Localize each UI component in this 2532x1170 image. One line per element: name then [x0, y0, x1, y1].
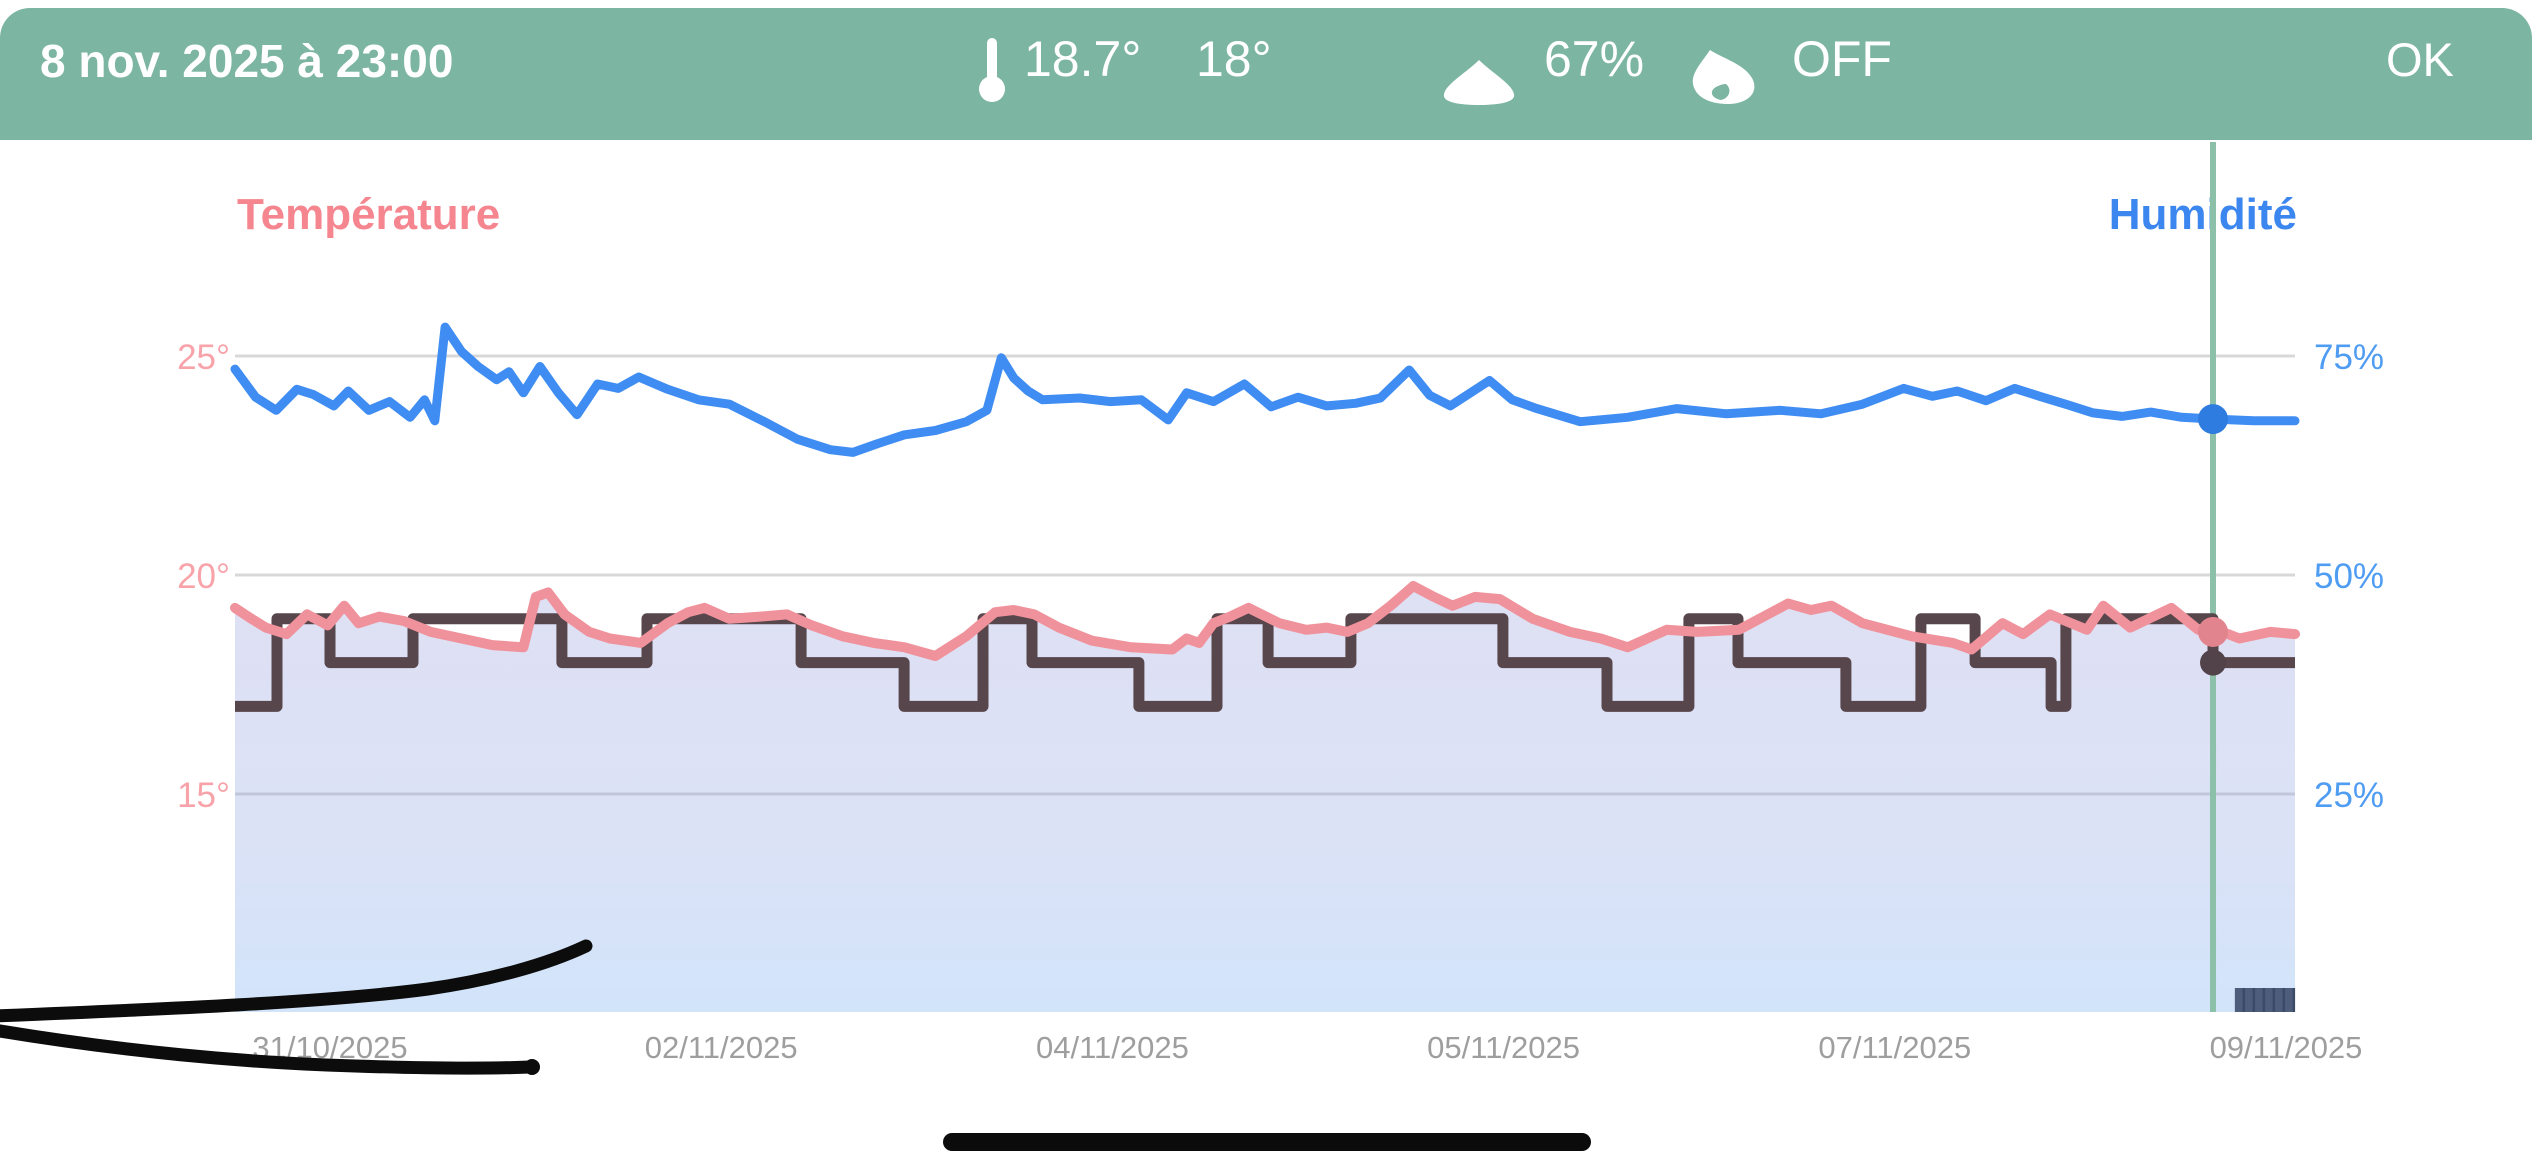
home-indicator[interactable] [943, 1133, 1591, 1151]
thermometer-icon [979, 38, 1005, 102]
x-axis-label: 02/11/2025 [645, 1030, 798, 1065]
setpoint-line [235, 613, 2295, 712]
humidity-value: 67% [1544, 31, 1645, 87]
cursor-dot-setpoint[interactable] [2200, 649, 2227, 676]
humidity-line [230, 322, 2300, 457]
heating-state-label: OFF [1792, 31, 1892, 87]
temperature-series-label: Température [237, 190, 501, 239]
measured-temperature: 18.7° [1024, 31, 1142, 87]
handwritten-annotation [0, 939, 593, 1075]
x-axis-label: 04/11/2025 [1036, 1030, 1189, 1065]
x-axis-label: 09/11/2025 [2210, 1030, 2363, 1065]
temperature-line [230, 581, 2300, 661]
ok-button[interactable]: OK [2378, 32, 2462, 87]
humidity-axis-tick: 50% [2314, 557, 2384, 596]
humidity-axis-tick: 75% [2314, 338, 2384, 377]
temp-axis-tick: 20° [177, 557, 230, 596]
temp-axis-tick: 15° [177, 776, 230, 815]
humidity-drop-icon [1443, 60, 1515, 105]
humidity-series-label: Humidité [2108, 190, 2297, 239]
x-axis-label: 05/11/2025 [1427, 1030, 1580, 1065]
temp-axis-tick: 25° [177, 338, 230, 377]
status-header: 8 nov. 2025 à 23:00 18.7° 18° 67% OFF OK [0, 8, 2532, 140]
cursor-dot-temperature[interactable] [2198, 616, 2229, 647]
setpoint-temperature: 18° [1196, 31, 1272, 87]
cursor-dot-humidity[interactable] [2198, 404, 2229, 435]
flame-icon [1692, 50, 1755, 104]
datetime-label: 8 nov. 2025 à 23:00 [40, 35, 454, 87]
temperature-area-fill [235, 586, 2295, 1012]
x-axis-label: 07/11/2025 [1818, 1030, 1971, 1065]
humidity-axis-tick: 25% [2314, 776, 2384, 815]
